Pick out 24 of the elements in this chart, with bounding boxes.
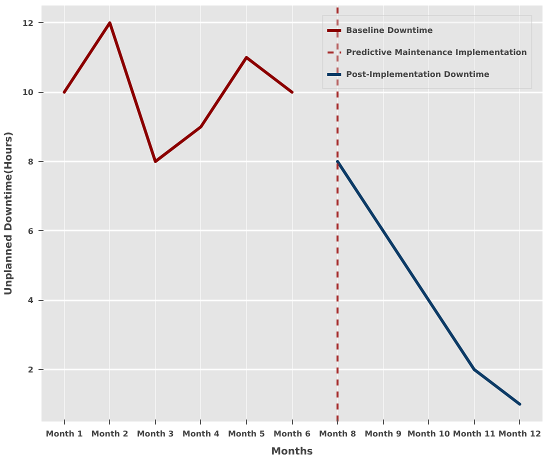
- y-tick-label: 10: [22, 88, 34, 98]
- x-tick-label: Month 12: [498, 430, 542, 438]
- y-tick-label: 12: [22, 18, 34, 28]
- x-tick-label: Month 8: [319, 430, 356, 438]
- legend-label: Post-Implementation Downtime: [346, 69, 490, 79]
- x-tick-label: Month 2: [91, 430, 128, 438]
- x-tick-label: Month 9: [364, 430, 402, 438]
- x-tick-label: Month 5: [228, 430, 266, 438]
- x-tick-label: Month 4: [182, 430, 220, 438]
- x-tick-label: Month 6: [273, 430, 311, 438]
- x-tick-label: Month 1: [46, 430, 84, 438]
- y-tick-label: 2: [28, 366, 34, 374]
- ref-line-label: Predictive Maintenance Implementation: [346, 47, 527, 57]
- y-tick-label: 6: [28, 226, 34, 236]
- x-axis-title: Months: [271, 446, 313, 458]
- y-tick-label: 8: [28, 158, 34, 166]
- line-series: [336, 160, 522, 406]
- y-tick-label: 4: [28, 296, 34, 306]
- y-axis-title: Unplanned Downtime(Hours): [3, 132, 14, 296]
- legend-label: Baseline Downtime: [346, 25, 433, 35]
- line-series: [62, 21, 294, 163]
- x-tick-label: Month 10: [407, 430, 450, 438]
- x-tick-label: Month 11: [452, 430, 496, 438]
- x-tick-label: Month 3: [136, 430, 174, 438]
